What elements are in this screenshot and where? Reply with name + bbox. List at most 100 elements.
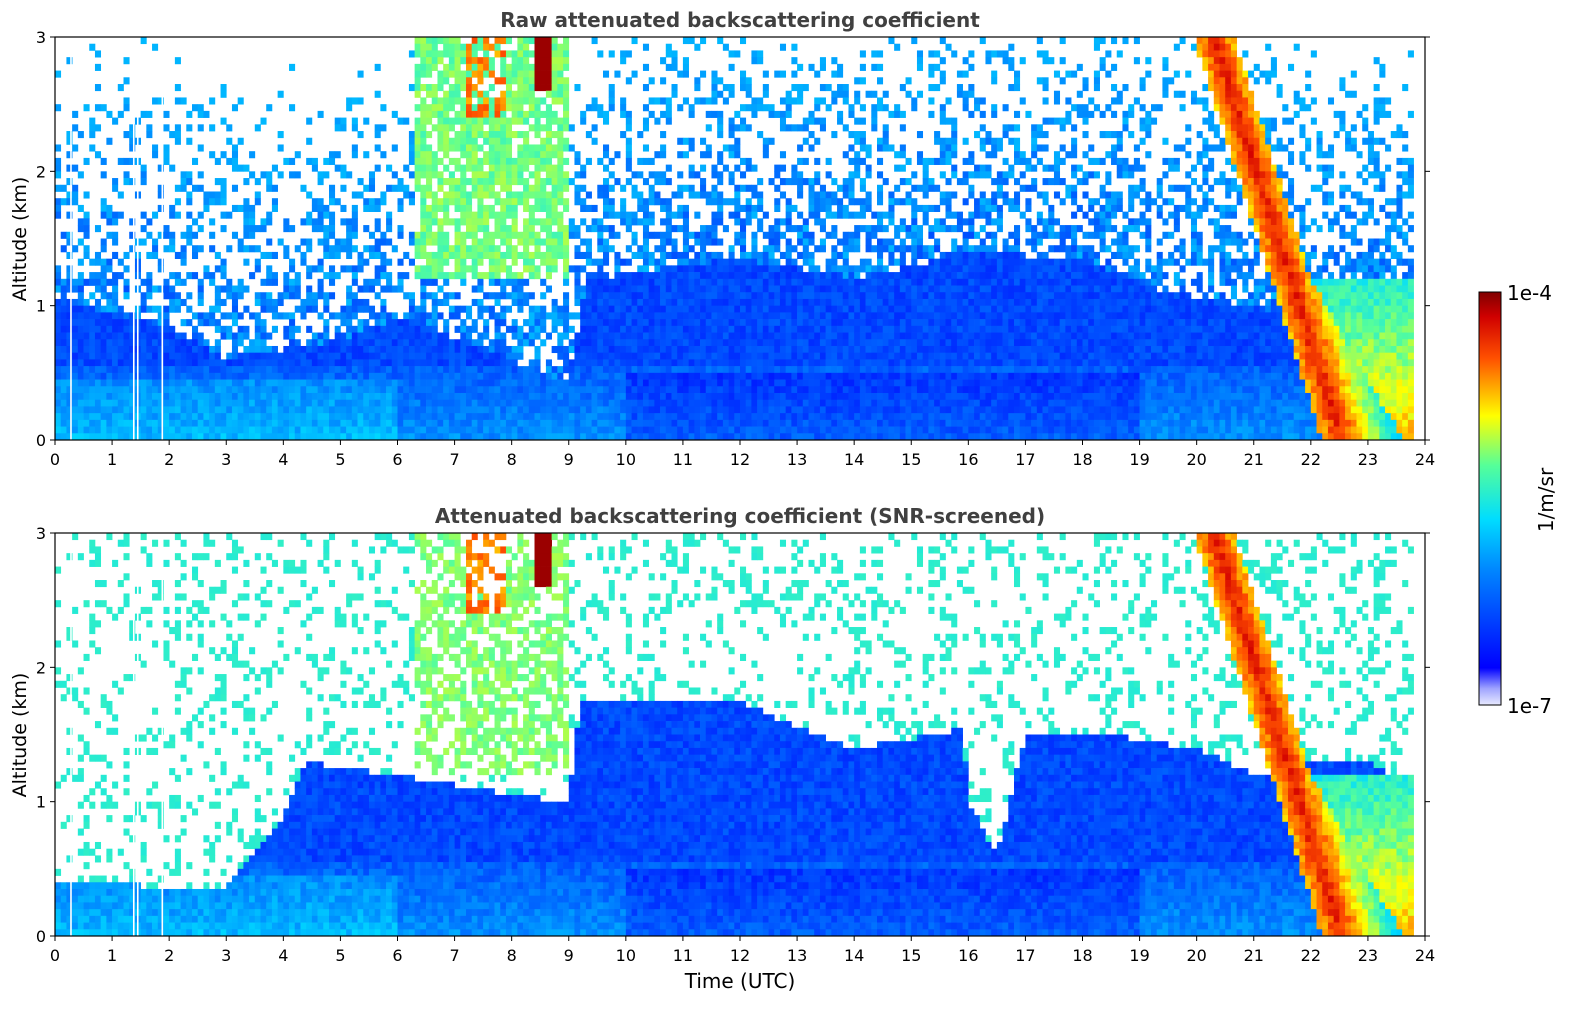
heatmap-cell	[426, 178, 433, 186]
heatmap-cell	[660, 419, 667, 427]
heatmap-cell	[677, 151, 684, 159]
heatmap-cell	[528, 151, 535, 159]
heatmap-cell	[677, 137, 684, 145]
heatmap-cell	[545, 372, 552, 380]
heatmap-cell	[203, 399, 210, 407]
heatmap-cell	[466, 198, 473, 206]
heatmap-cell	[323, 204, 330, 212]
heatmap-cell	[642, 225, 650, 233]
heatmap-cell	[277, 352, 284, 360]
heatmap-cell	[797, 225, 804, 233]
heatmap-cell	[585, 399, 592, 407]
heatmap-cell	[637, 406, 644, 414]
heatmap-cell	[791, 272, 798, 280]
heatmap-cell	[705, 366, 712, 374]
heatmap-cell	[528, 218, 535, 226]
heatmap-cell	[511, 251, 518, 259]
heatmap-cell	[768, 251, 775, 259]
heatmap-cell	[152, 144, 159, 152]
heatmap-cell	[631, 231, 638, 239]
heatmap-cell	[488, 144, 495, 152]
heatmap-cell	[814, 157, 821, 165]
heatmap-cell	[237, 238, 244, 246]
heatmap-cell	[254, 265, 261, 273]
heatmap-cell	[83, 339, 90, 347]
heatmap-cell	[637, 325, 644, 333]
heatmap-cell	[545, 164, 552, 172]
heatmap-cell	[146, 131, 153, 139]
heatmap-cell	[448, 218, 455, 226]
heatmap-cell	[403, 406, 410, 414]
heatmap-cell	[648, 433, 655, 441]
heatmap-cell	[825, 433, 832, 441]
heatmap-cell	[289, 292, 296, 300]
heatmap-cell	[603, 184, 610, 192]
heatmap-cell	[243, 198, 250, 206]
heatmap-cell	[323, 352, 330, 360]
heatmap-cell	[100, 406, 107, 414]
heatmap-cell	[357, 298, 364, 307]
heatmap-cell	[654, 386, 661, 394]
heatmap-cell	[357, 319, 364, 327]
heatmap-cell	[243, 245, 250, 253]
heatmap-cell	[483, 419, 490, 427]
heatmap-cell	[774, 359, 781, 367]
heatmap-cell	[819, 225, 826, 233]
heatmap-cell	[55, 144, 62, 152]
heatmap-cell	[283, 413, 290, 421]
heatmap-cell	[443, 352, 450, 360]
heatmap-cell	[523, 379, 530, 387]
heatmap-cell	[123, 399, 130, 407]
heatmap-cell	[762, 305, 769, 313]
heatmap-cell	[665, 352, 672, 360]
heatmap-cell	[797, 251, 804, 259]
heatmap-cell	[426, 272, 433, 280]
heatmap-cell	[437, 84, 444, 92]
heatmap-cell	[694, 372, 701, 380]
heatmap-cell	[500, 392, 507, 401]
heatmap-cell	[580, 366, 587, 374]
heatmap-cell	[483, 70, 490, 78]
heatmap-cell	[249, 379, 256, 387]
heatmap-cell	[500, 292, 507, 300]
heatmap-cell	[226, 426, 233, 434]
heatmap-cell	[368, 359, 376, 367]
heatmap-cell	[363, 325, 370, 333]
heatmap-cell	[414, 386, 421, 394]
heatmap-cell	[603, 285, 610, 293]
heatmap-cell	[334, 392, 341, 401]
heatmap-cell	[112, 419, 119, 427]
heatmap-cell	[603, 379, 610, 387]
heatmap-cell	[665, 97, 672, 105]
heatmap-cell	[488, 386, 495, 394]
heatmap-cell	[169, 245, 176, 253]
heatmap-cell	[637, 366, 644, 374]
heatmap-cell	[209, 406, 216, 414]
heatmap-cell	[625, 399, 632, 407]
heatmap-cell	[157, 426, 164, 434]
heatmap-cell	[642, 332, 650, 340]
heatmap-cell	[540, 406, 547, 414]
heatmap-cell	[500, 359, 507, 367]
heatmap-cell	[511, 131, 518, 139]
heatmap-cell	[152, 345, 159, 354]
heatmap-cell	[55, 345, 62, 354]
heatmap-cell	[540, 379, 547, 387]
heatmap-cell	[243, 164, 250, 172]
heatmap-cell	[654, 292, 661, 300]
heatmap-cell	[511, 345, 518, 354]
heatmap-cell	[568, 433, 575, 441]
heatmap-cell	[819, 198, 826, 206]
heatmap-cell	[311, 164, 318, 172]
heatmap-cell	[682, 426, 689, 434]
heatmap-cell	[368, 379, 376, 387]
heatmap-cell	[603, 225, 610, 233]
heatmap-cell	[665, 332, 672, 340]
heatmap-cell	[774, 298, 781, 307]
heatmap-cell	[694, 285, 701, 293]
heatmap-cell	[688, 171, 695, 179]
heatmap-cell	[460, 379, 467, 387]
heatmap-cell	[682, 332, 689, 340]
heatmap-cell	[163, 157, 170, 165]
heatmap-cell	[357, 366, 364, 374]
